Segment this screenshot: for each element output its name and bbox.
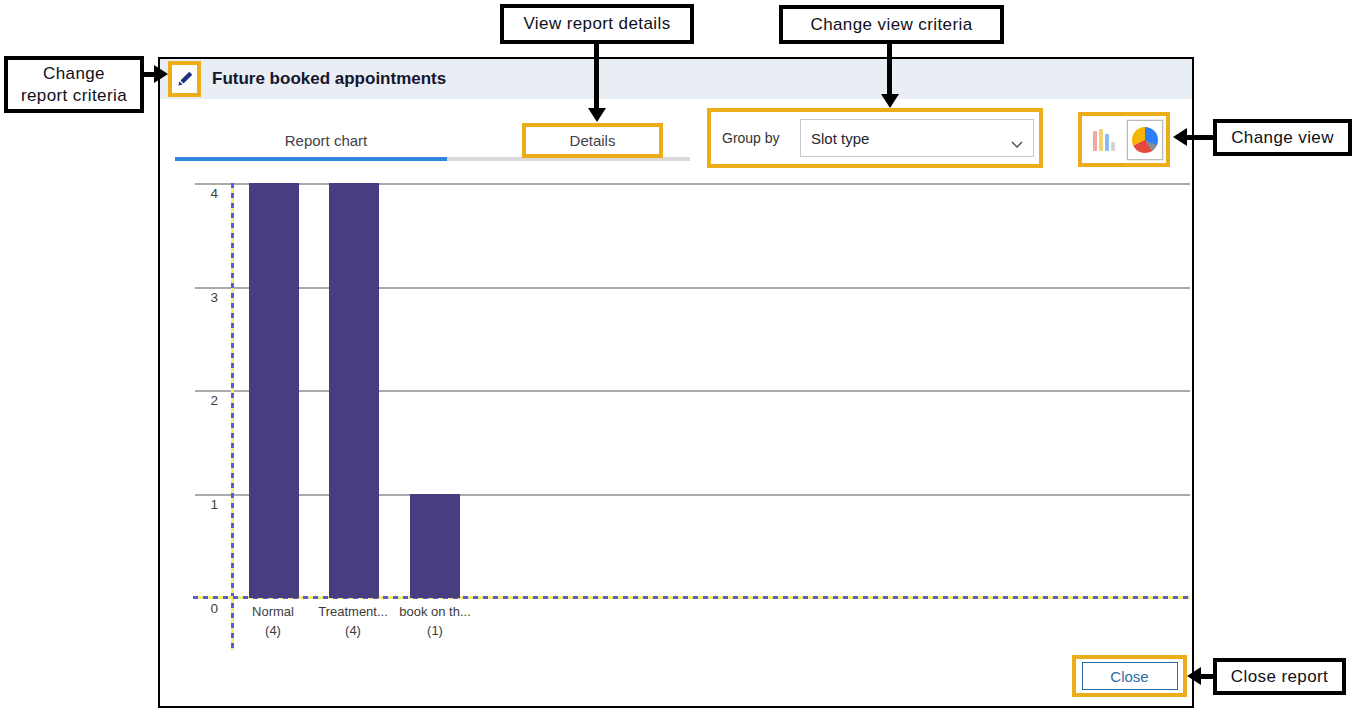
chart-bar-normal[interactable] — [249, 183, 299, 598]
bar-chart-view-button[interactable] — [1086, 120, 1122, 160]
arrow-shaft — [1200, 674, 1213, 679]
pie-chart-view-button[interactable] — [1127, 120, 1163, 160]
category-count: (1) — [385, 621, 485, 640]
arrow-left-icon — [1187, 667, 1201, 685]
tab-label: Report chart — [285, 132, 368, 149]
callout-close-report: Close report — [1213, 658, 1346, 695]
category-label: book on th... — [385, 602, 485, 621]
y-axis-tick: 3 — [190, 290, 218, 308]
arrow-down-icon — [881, 94, 899, 108]
tab-report-chart[interactable]: Report chart — [190, 123, 462, 157]
callout-view-report-details: View report details — [500, 4, 694, 44]
chevron-down-icon — [1011, 135, 1023, 152]
y-axis-tick: 4 — [190, 186, 218, 204]
close-button[interactable]: Close — [1082, 662, 1178, 690]
callout-change-view: Change view — [1213, 119, 1352, 156]
y-axis-tick: 2 — [190, 393, 218, 411]
highlight-box-report-criteria — [168, 61, 201, 97]
group-by-selected-value: Slot type — [811, 130, 869, 147]
page-title: Future booked appointments — [212, 59, 446, 99]
close-button-label: Close — [1110, 668, 1148, 685]
callout-change-view-criteria: Change view criteria — [779, 5, 1004, 44]
x-axis-label: book on th... (1) — [385, 602, 485, 640]
group-by-label: Group by — [722, 112, 780, 164]
arrow-shaft — [1186, 135, 1213, 140]
highlight-box-group-by: Group by Slot type — [707, 108, 1043, 168]
callout-change-report-criteria: Change report criteria — [4, 56, 144, 113]
callout-text: Change view criteria — [810, 14, 972, 35]
pie-chart-view-icon — [1132, 127, 1158, 153]
chart-bar-book-on-the-day[interactable] — [410, 494, 460, 598]
arrow-left-icon — [1173, 128, 1187, 146]
callout-line-1: Change — [21, 63, 127, 84]
y-axis-tick: 0 — [190, 601, 218, 619]
pencil-icon — [175, 70, 194, 89]
edit-report-criteria-button[interactable] — [174, 68, 196, 90]
callout-text: Change report criteria — [21, 63, 127, 106]
callout-text: Change view — [1231, 127, 1334, 148]
dialog-header: Future booked appointments — [160, 59, 1192, 99]
tab-label: Details — [570, 132, 616, 149]
highlight-box-details: Details — [522, 123, 663, 158]
tab-details[interactable]: Details — [526, 127, 659, 154]
y-axis-tick: 1 — [190, 497, 218, 515]
callout-text: Close report — [1231, 666, 1328, 687]
bar-chart-view-icon — [1093, 129, 1115, 151]
active-tab-underline — [175, 157, 447, 161]
callout-line-2: report criteria — [21, 85, 127, 106]
y-axis-line — [231, 183, 234, 650]
highlight-box-change-view — [1078, 112, 1170, 167]
arrow-shaft — [594, 43, 599, 108]
callout-text: View report details — [523, 13, 670, 34]
arrow-right-icon — [154, 65, 168, 83]
report-dialog: Future booked appointments Report chart … — [158, 57, 1194, 708]
group-by-select[interactable]: Slot type — [800, 119, 1034, 157]
arrow-down-icon — [588, 108, 606, 122]
arrow-shaft — [887, 43, 892, 95]
page: Change report criteria View report detai… — [0, 0, 1355, 710]
chart-bar-treatment[interactable] — [329, 183, 379, 598]
highlight-box-close: Close — [1072, 655, 1187, 697]
